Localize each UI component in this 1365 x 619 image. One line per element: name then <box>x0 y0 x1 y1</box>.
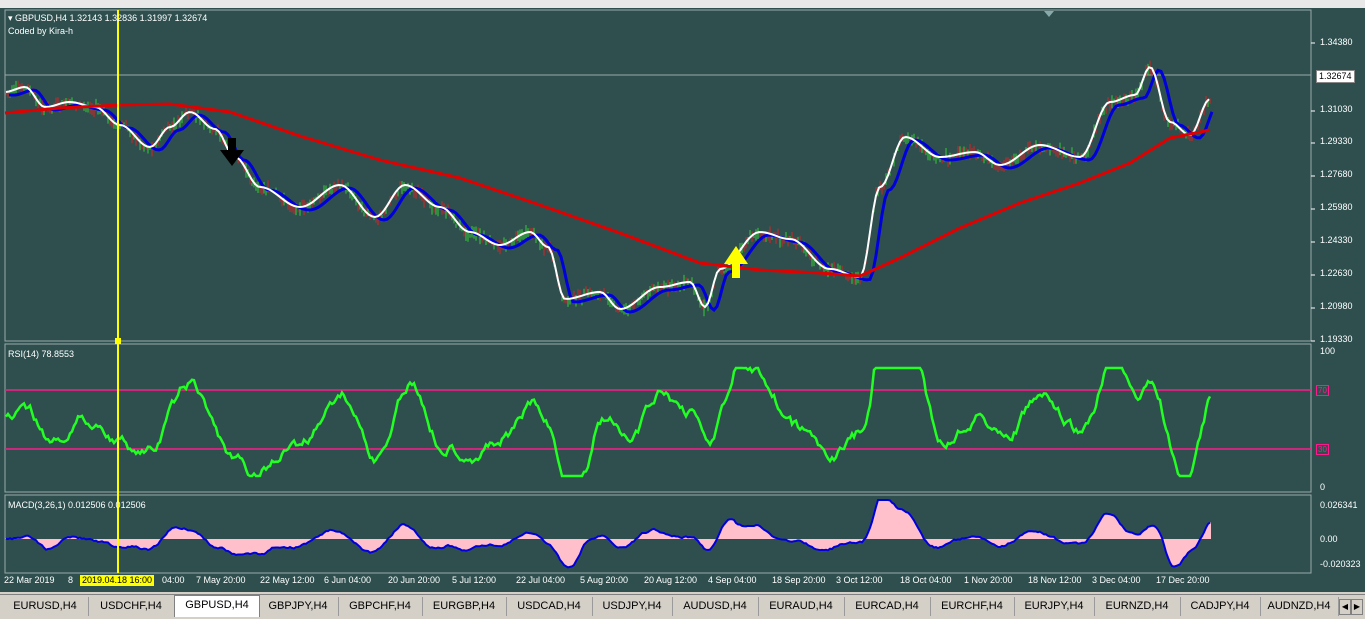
tab-eurgbp[interactable]: EURGBP,H4 <box>422 597 507 616</box>
price-tick-label: 1.27680 <box>1320 169 1353 179</box>
price-tick-label: 1.34380 <box>1320 37 1353 47</box>
price-tick-label: 1.20980 <box>1320 301 1353 311</box>
rsi-line <box>5 365 1212 478</box>
indicator-credit-label: Coded by Kira-h <box>8 26 74 36</box>
time-tick-label: 22 Mar 2019 <box>4 575 55 585</box>
price-tick-label: 1.24330 <box>1320 235 1353 245</box>
time-tick-label: 22 May 12:00 <box>260 575 315 585</box>
time-tick-label: 17 Dec 20:00 <box>1156 575 1210 585</box>
time-tick-label: 18 Nov 12:00 <box>1028 575 1082 585</box>
time-tick-label: 8 <box>68 575 74 585</box>
time-tick-label: 4 Sep 04:00 <box>708 575 757 585</box>
chart-tab-bar: EURUSD,H4 USDCHF,H4 GBPUSD,H4 GBPJPY,H4 … <box>0 594 1365 619</box>
scroll-right-icon[interactable]: ▶ <box>1351 599 1363 615</box>
rsi-indicator-label: RSI(14) 78.8553 <box>8 349 75 359</box>
macd-tick-label: -0.020323 <box>1320 559 1361 569</box>
time-tick-label: 3 Dec 04:00 <box>1092 575 1141 585</box>
tab-eurjpy[interactable]: EURJPY,H4 <box>1014 597 1095 616</box>
tab-cadjpy[interactable]: CADJPY,H4 <box>1180 597 1261 616</box>
time-tick-label: 18 Oct 04:00 <box>900 575 952 585</box>
chart-canvas[interactable] <box>0 8 1365 592</box>
rsi-pane-border <box>4 343 1312 493</box>
price-tick-label: 1.19330 <box>1320 334 1353 344</box>
macd-tick-label: 0.026341 <box>1320 500 1358 510</box>
macd-signal-line <box>5 499 1211 569</box>
symbol-ohlc-text: GBPUSD,H4 1.32143 1.32836 1.31997 1.3267… <box>15 13 208 23</box>
time-tick-label: 5 Aug 20:00 <box>580 575 629 585</box>
rsi-tick-label: 100 <box>1320 346 1336 356</box>
time-tick-label: 20 Aug 12:00 <box>644 575 698 585</box>
time-tick-label: 04:00 <box>162 575 185 585</box>
cursor-handle <box>115 338 121 344</box>
tab-usdchf[interactable]: USDCHF,H4 <box>88 597 175 616</box>
blue-moving-average-line <box>9 68 1214 314</box>
red-moving-average-line <box>4 102 1211 278</box>
tab-eurusd[interactable]: EURUSD,H4 <box>2 597 89 616</box>
chart-shift-marker-icon <box>1044 11 1054 17</box>
time-tick-label: 6 Jun 04:00 <box>324 575 372 585</box>
tab-gbpusd[interactable]: GBPUSD,H4 <box>174 595 260 617</box>
price-tick-label: 1.25980 <box>1320 202 1353 212</box>
tab-usdcad[interactable]: USDCAD,H4 <box>506 597 593 616</box>
time-tick-label: 5 Jul 12:00 <box>452 575 497 585</box>
macd-tick-label: 0.00 <box>1320 534 1338 544</box>
buy-arrow-icon <box>724 246 748 278</box>
crosshair-time-label: 2019.04.18 16:00 <box>80 575 155 586</box>
macd-indicator-label: MACD(3,26,1) 0.012506 0.012506 <box>8 500 146 510</box>
time-tick-label: 1 Nov 20:00 <box>964 575 1013 585</box>
rsi-tick-label: 0 <box>1320 482 1326 492</box>
tab-gbpchf[interactable]: GBPCHF,H4 <box>338 597 423 616</box>
tab-scroll-arrows: ◀ ▶ <box>1339 597 1363 616</box>
price-tick-label: 1.29330 <box>1320 136 1353 146</box>
time-tick-label: 18 Sep 20:00 <box>772 575 826 585</box>
tab-eurnzd[interactable]: EURNZD,H4 <box>1094 597 1181 616</box>
price-tick-label: 1.31030 <box>1320 104 1353 114</box>
chart-header-label: ▾ GBPUSD,H4 1.32143 1.32836 1.31997 1.32… <box>8 13 207 24</box>
sell-arrow-icon <box>220 138 244 166</box>
rsi-level-30-badge: 30 <box>1316 444 1329 455</box>
price-tick-label: 1.22630 <box>1320 268 1353 278</box>
time-tick-label: 20 Jun 20:00 <box>388 575 441 585</box>
white-moving-average-line <box>5 66 1210 311</box>
tab-euraud[interactable]: EURAUD,H4 <box>758 597 845 616</box>
current-price-badge: 1.32674 <box>1316 70 1355 83</box>
chart-window[interactable]: ▾ GBPUSD,H4 1.32143 1.32836 1.31997 1.32… <box>0 8 1365 592</box>
tab-usdjpy[interactable]: USDJPY,H4 <box>592 597 673 616</box>
time-tick-label: 22 Jul 04:00 <box>516 575 566 585</box>
time-tick-label: 7 May 20:00 <box>196 575 246 585</box>
tab-eurcad[interactable]: EURCAD,H4 <box>844 597 931 616</box>
chart-menu-triangle-icon[interactable]: ▾ <box>8 13 13 23</box>
rsi-level-70-badge: 70 <box>1316 385 1329 396</box>
time-tick-label: 3 Oct 12:00 <box>836 575 883 585</box>
tab-audnzd[interactable]: AUDNZD,H4 <box>1260 597 1339 616</box>
scroll-left-icon[interactable]: ◀ <box>1339 599 1351 615</box>
tab-audusd[interactable]: AUDUSD,H4 <box>672 597 759 616</box>
tab-gbpjpy[interactable]: GBPJPY,H4 <box>258 597 339 616</box>
tab-eurchf[interactable]: EURCHF,H4 <box>930 597 1015 616</box>
macd-pane-border <box>4 494 1312 574</box>
